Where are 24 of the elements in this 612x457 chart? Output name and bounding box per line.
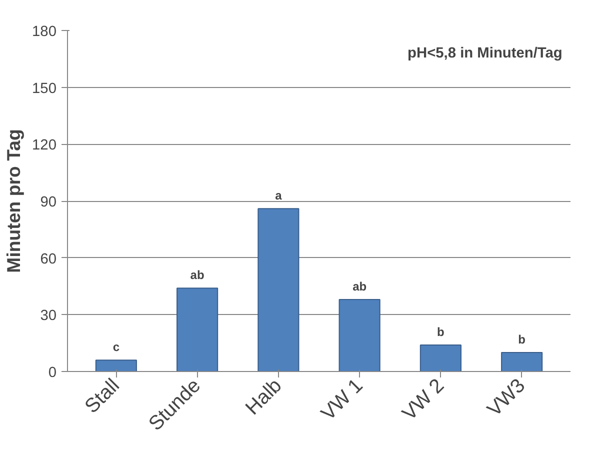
annotation: ab [190,268,204,282]
annotation: ab [352,280,367,294]
annotation: b [437,324,444,339]
bar [258,208,300,372]
y-axis-title: Minuten pro Tag [3,129,24,273]
y-tick-label: 60 [40,251,57,268]
x-tick-label: VW 2 [398,374,448,425]
x-tick-label: VW 1 [317,374,368,425]
annotation: b [518,332,526,347]
annotation: c [112,340,120,354]
bar [176,288,218,372]
bar [420,344,462,372]
y-tick-label: 150 [32,80,57,97]
annotation: a [275,188,282,203]
bar [95,360,137,372]
y-tick-label: 90 [40,194,57,210]
y-tick-label: 0 [48,365,57,381]
text: pH<5,8 in Minuten/Tag [408,46,562,62]
y-tick-label: 120 [32,138,57,154]
y-tick-label: 30 [40,308,57,324]
y-tick-label: 180 [32,24,57,40]
x-tick-label: Halb [242,374,286,420]
bar [338,299,380,372]
bar [501,352,543,372]
